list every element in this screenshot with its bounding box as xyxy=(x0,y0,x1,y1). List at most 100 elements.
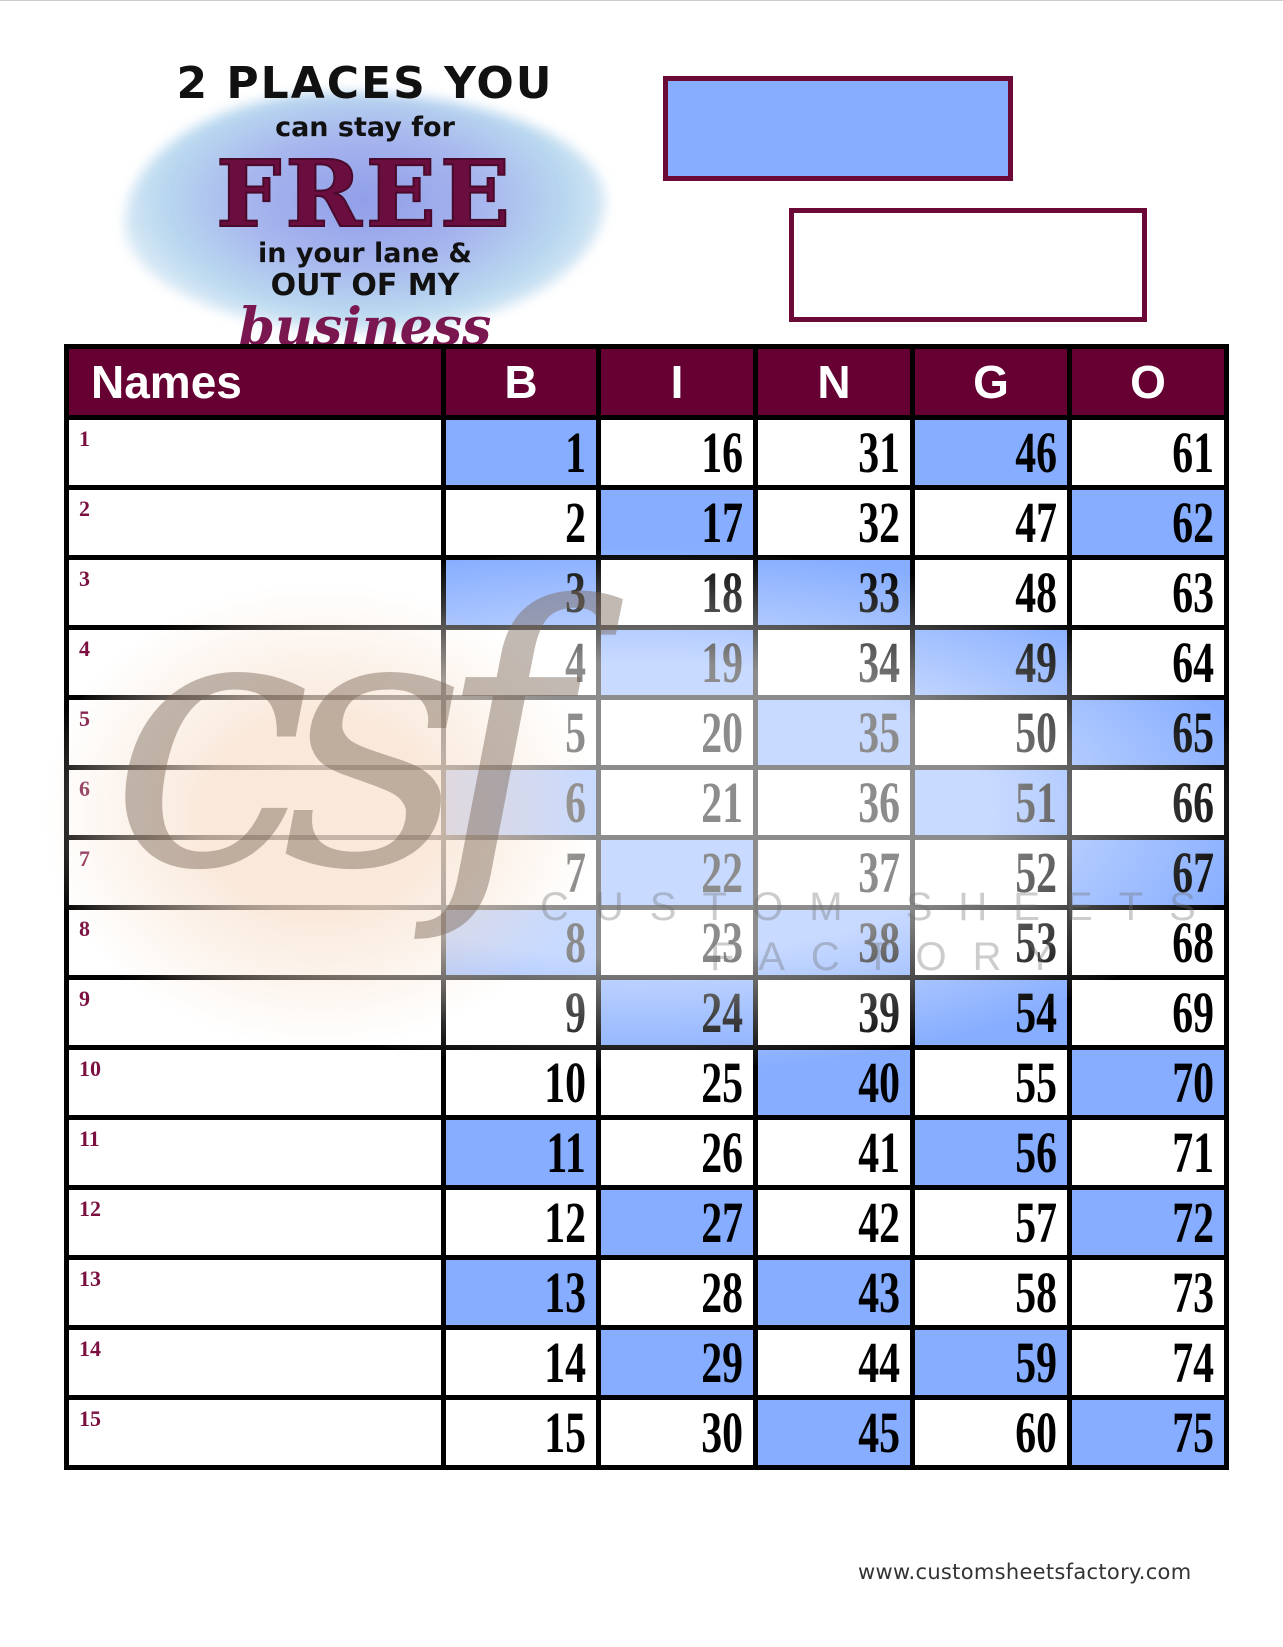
number-cell-n[interactable]: 41 xyxy=(753,1115,915,1190)
number-cell-i[interactable]: 27 xyxy=(596,1185,758,1260)
number-cell-b[interactable]: 10 xyxy=(441,1045,601,1120)
number-cell-i[interactable]: 17 xyxy=(596,485,758,560)
name-cell[interactable]: 14 xyxy=(64,1325,446,1400)
number-cell-n[interactable]: 40 xyxy=(753,1045,915,1120)
number-cell-g[interactable]: 56 xyxy=(910,1115,1072,1190)
number-cell-n[interactable]: 38 xyxy=(753,905,915,980)
number-cell-g[interactable]: 59 xyxy=(910,1325,1072,1400)
number-cell-i[interactable]: 25 xyxy=(596,1045,758,1120)
number-cell-o[interactable]: 65 xyxy=(1067,695,1229,770)
number-cell-g[interactable]: 46 xyxy=(910,415,1072,490)
number-cell-o[interactable]: 71 xyxy=(1067,1115,1229,1190)
number-cell-b[interactable]: 2 xyxy=(441,485,601,560)
number-cell-o[interactable]: 74 xyxy=(1067,1325,1229,1400)
number-cell-b[interactable]: 4 xyxy=(441,625,601,700)
number-cell-b[interactable]: 9 xyxy=(441,975,601,1050)
number-cell-n[interactable]: 31 xyxy=(753,415,915,490)
number-cell-o[interactable]: 73 xyxy=(1067,1255,1229,1330)
name-cell[interactable]: 3 xyxy=(64,555,446,630)
row-number: 12 xyxy=(79,1196,101,1221)
bingo-number: 42 xyxy=(858,1189,900,1255)
number-cell-n[interactable]: 42 xyxy=(753,1185,915,1260)
number-cell-i[interactable]: 16 xyxy=(596,415,758,490)
number-cell-n[interactable]: 36 xyxy=(753,765,915,840)
number-cell-n[interactable]: 45 xyxy=(753,1395,915,1470)
number-cell-n[interactable]: 44 xyxy=(753,1325,915,1400)
number-cell-n[interactable]: 32 xyxy=(753,485,915,560)
name-cell[interactable]: 9 xyxy=(64,975,446,1050)
bingo-number: 4 xyxy=(565,629,586,695)
name-cell[interactable]: 8 xyxy=(64,905,446,980)
number-cell-b[interactable]: 11 xyxy=(441,1115,601,1190)
number-cell-i[interactable]: 23 xyxy=(596,905,758,980)
name-cell[interactable]: 11 xyxy=(64,1115,446,1190)
number-cell-i[interactable]: 28 xyxy=(596,1255,758,1330)
number-cell-n[interactable]: 33 xyxy=(753,555,915,630)
number-cell-g[interactable]: 49 xyxy=(910,625,1072,700)
number-cell-b[interactable]: 1 xyxy=(441,415,601,490)
number-cell-g[interactable]: 55 xyxy=(910,1045,1072,1120)
name-cell[interactable]: 13 xyxy=(64,1255,446,1330)
number-cell-o[interactable]: 61 xyxy=(1067,415,1229,490)
number-cell-i[interactable]: 30 xyxy=(596,1395,758,1470)
number-cell-n[interactable]: 39 xyxy=(753,975,915,1050)
bingo-number: 35 xyxy=(858,699,900,765)
logo-line-4: in your lane & xyxy=(258,238,472,269)
number-cell-n[interactable]: 37 xyxy=(753,835,915,910)
number-cell-g[interactable]: 57 xyxy=(910,1185,1072,1260)
number-cell-g[interactable]: 52 xyxy=(910,835,1072,910)
number-cell-i[interactable]: 26 xyxy=(596,1115,758,1190)
number-cell-b[interactable]: 14 xyxy=(441,1325,601,1400)
number-cell-i[interactable]: 19 xyxy=(596,625,758,700)
number-cell-o[interactable]: 70 xyxy=(1067,1045,1229,1120)
number-cell-n[interactable]: 35 xyxy=(753,695,915,770)
number-cell-o[interactable]: 66 xyxy=(1067,765,1229,840)
number-cell-b[interactable]: 13 xyxy=(441,1255,601,1330)
bingo-number: 57 xyxy=(1015,1189,1057,1255)
number-cell-o[interactable]: 63 xyxy=(1067,555,1229,630)
number-cell-i[interactable]: 24 xyxy=(596,975,758,1050)
number-cell-n[interactable]: 34 xyxy=(753,625,915,700)
name-cell[interactable]: 6 xyxy=(64,765,446,840)
name-cell[interactable]: 7 xyxy=(64,835,446,910)
number-cell-i[interactable]: 29 xyxy=(596,1325,758,1400)
number-cell-b[interactable]: 7 xyxy=(441,835,601,910)
name-cell[interactable]: 5 xyxy=(64,695,446,770)
name-cell[interactable]: 10 xyxy=(64,1045,446,1120)
number-cell-g[interactable]: 51 xyxy=(910,765,1072,840)
number-cell-o[interactable]: 68 xyxy=(1067,905,1229,980)
number-cell-b[interactable]: 6 xyxy=(441,765,601,840)
footer-url[interactable]: www.customsheetsfactory.com xyxy=(858,1560,1192,1584)
number-cell-b[interactable]: 5 xyxy=(441,695,601,770)
number-cell-o[interactable]: 64 xyxy=(1067,625,1229,700)
number-cell-g[interactable]: 50 xyxy=(910,695,1072,770)
number-cell-g[interactable]: 54 xyxy=(910,975,1072,1050)
name-cell[interactable]: 4 xyxy=(64,625,446,700)
number-cell-g[interactable]: 58 xyxy=(910,1255,1072,1330)
filled-info-box[interactable] xyxy=(663,76,1013,181)
empty-info-box[interactable] xyxy=(789,208,1147,322)
number-cell-i[interactable]: 21 xyxy=(596,765,758,840)
name-cell[interactable]: 15 xyxy=(64,1395,446,1470)
number-cell-b[interactable]: 15 xyxy=(441,1395,601,1470)
number-cell-b[interactable]: 8 xyxy=(441,905,601,980)
number-cell-g[interactable]: 48 xyxy=(910,555,1072,630)
number-cell-b[interactable]: 12 xyxy=(441,1185,601,1260)
number-cell-i[interactable]: 18 xyxy=(596,555,758,630)
name-cell[interactable]: 1 xyxy=(64,415,446,490)
number-cell-g[interactable]: 47 xyxy=(910,485,1072,560)
number-cell-o[interactable]: 62 xyxy=(1067,485,1229,560)
number-cell-o[interactable]: 72 xyxy=(1067,1185,1229,1260)
number-cell-n[interactable]: 43 xyxy=(753,1255,915,1330)
number-cell-i[interactable]: 20 xyxy=(596,695,758,770)
number-cell-g[interactable]: 53 xyxy=(910,905,1072,980)
number-cell-b[interactable]: 3 xyxy=(441,555,601,630)
number-cell-o[interactable]: 75 xyxy=(1067,1395,1229,1470)
title-logo: 2 PLACES YOU can stay for FREE in your l… xyxy=(115,52,615,358)
number-cell-i[interactable]: 22 xyxy=(596,835,758,910)
number-cell-o[interactable]: 67 xyxy=(1067,835,1229,910)
number-cell-o[interactable]: 69 xyxy=(1067,975,1229,1050)
name-cell[interactable]: 12 xyxy=(64,1185,446,1260)
name-cell[interactable]: 2 xyxy=(64,485,446,560)
number-cell-g[interactable]: 60 xyxy=(910,1395,1072,1470)
